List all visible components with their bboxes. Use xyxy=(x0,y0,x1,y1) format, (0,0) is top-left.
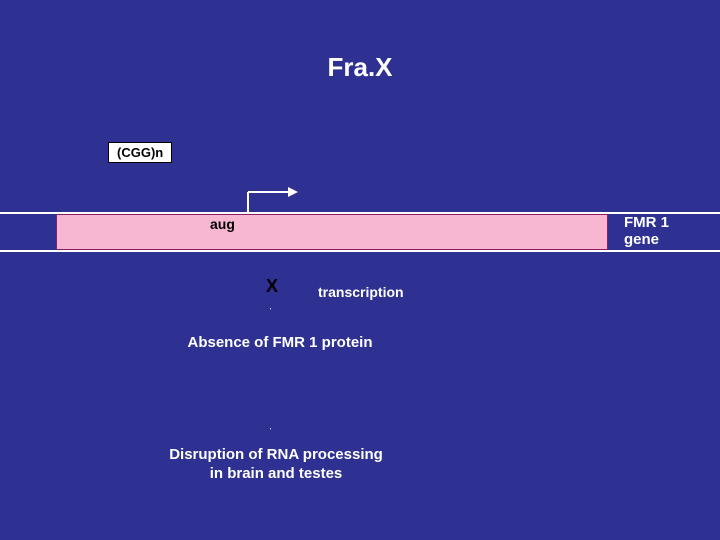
consequence-arrow-icon xyxy=(269,362,271,432)
start-codon-label: aug xyxy=(210,216,235,232)
cgg-repeat-box: (CGG)n xyxy=(108,142,172,163)
disruption-line1: Disruption of RNA processing xyxy=(169,446,383,463)
disruption-line2: in brain and testes xyxy=(210,465,343,482)
disruption-label: Disruption of RNA processing in brain an… xyxy=(0,446,636,484)
gene-name-line2: gene xyxy=(624,231,659,248)
page-title: Fra.X xyxy=(0,52,720,83)
transcription-label: transcription xyxy=(318,284,404,300)
absence-label: Absence of FMR 1 protein xyxy=(0,334,640,351)
gene-name-line1: FMR 1 xyxy=(624,214,669,231)
gene-bar xyxy=(0,212,720,252)
gene-line-bottom xyxy=(0,250,720,252)
promoter-arrow-icon xyxy=(244,184,304,212)
gene-name-label: FMR 1 gene xyxy=(624,214,669,249)
block-x-icon: X xyxy=(266,276,278,297)
gene-rect xyxy=(56,214,608,250)
